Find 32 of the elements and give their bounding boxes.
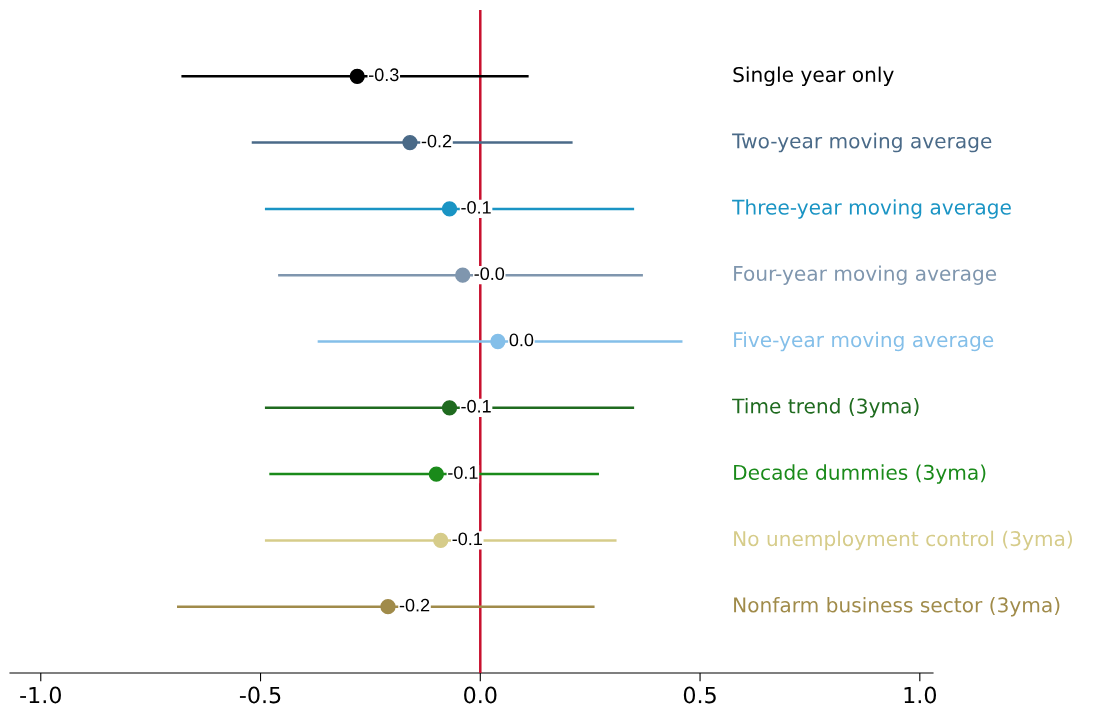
- data-label: -0.1: [461, 200, 491, 214]
- point: [441, 400, 458, 416]
- data-label: 0.0: [509, 333, 534, 347]
- x-tick-label: 1.0: [904, 686, 937, 704]
- x-tick-label: 0.5: [683, 686, 716, 704]
- y-tick-label: Two-year moving average: [732, 132, 992, 153]
- point: [441, 201, 458, 217]
- y-tick-label: No unemployment control (3yma): [734, 530, 1073, 551]
- y-tick-label: Decade dummies (3yma): [734, 464, 986, 484]
- data-label: -0.2: [399, 598, 430, 612]
- point: [380, 599, 396, 615]
- point: [349, 68, 365, 84]
- data-label: -0.1: [461, 399, 491, 413]
- data-label: -0.2: [421, 134, 452, 148]
- data-label: -0.1: [448, 466, 478, 479]
- y-tick-label: Five-year moving average: [734, 331, 994, 352]
- x-tick-label: 0.0: [464, 686, 497, 704]
- y-tick-label: Four-year moving average: [734, 265, 997, 285]
- y-tick-label: Three-year moving average: [732, 199, 1011, 219]
- point: [428, 466, 444, 482]
- y-tick-label: Time trend (3yma): [732, 398, 919, 418]
- data-label: -0.1: [452, 532, 482, 546]
- point: [455, 267, 471, 283]
- data-label: -0.0: [474, 267, 505, 281]
- point: [433, 532, 449, 549]
- y-tick-label: Single year only: [733, 66, 894, 87]
- data-label: -0.3: [369, 68, 399, 82]
- x-tick-label: -1.0: [20, 686, 61, 704]
- point: [490, 333, 506, 350]
- y-tick-label: Nonfarm business sector (3yma): [734, 596, 1060, 617]
- point: [402, 134, 418, 151]
- x-tick-label: -0.5: [239, 686, 281, 704]
